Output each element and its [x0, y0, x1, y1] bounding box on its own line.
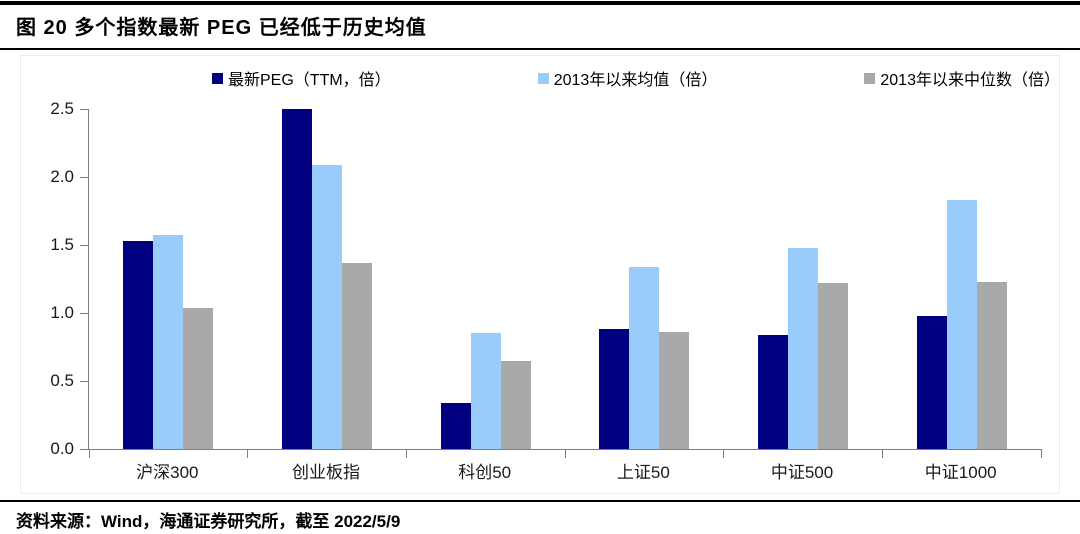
bar: [659, 332, 690, 449]
y-tick: [80, 448, 89, 450]
plot-area: [80, 108, 1042, 458]
category-label: 创业板指: [292, 463, 360, 482]
bar: [976, 281, 1007, 449]
legend-item: 最新PEG（TTM，倍）: [212, 66, 391, 90]
y-tick: [80, 380, 89, 382]
legend-marker-icon: [864, 72, 876, 84]
x-tick: [1040, 449, 1042, 458]
bar-group-上证50: [565, 109, 724, 449]
y-tick-label: 0.0: [50, 439, 74, 458]
legend-label: 2013年以来均值（倍）: [553, 72, 718, 89]
y-tick: [80, 176, 89, 178]
bar: [946, 200, 977, 449]
bar: [629, 266, 660, 449]
bar-groups: [89, 109, 1041, 449]
x-tick: [88, 449, 90, 458]
source-note: 资料来源：Wind，海通证券研究所，截至 2022/5/9: [16, 512, 401, 531]
x-axis-labels: 沪深300 创业板指 科创50 上证50 中证500 中证1000: [88, 458, 1040, 483]
category-label: 中证1000: [924, 463, 997, 482]
legend-item: 2013年以来中位数（倍）: [864, 66, 1060, 90]
bar: [183, 307, 214, 449]
y-tick-label: 2.5: [50, 99, 74, 118]
category-label: 科创50: [458, 463, 512, 482]
bar: [818, 283, 849, 449]
y-tick-label: 2.0: [50, 167, 74, 186]
legend: 最新PEG（TTM，倍） 2013年以来均值（倍） 2013年以来中位数（倍）: [212, 66, 1060, 90]
bar-group-中证500: [724, 109, 883, 449]
bar-group-创业板指: [248, 109, 407, 449]
y-tick: [80, 244, 89, 246]
x-tick: [723, 449, 725, 458]
bar: [470, 333, 501, 449]
bar-group-中证1000: [882, 109, 1041, 449]
x-tick: [881, 449, 883, 458]
bar: [342, 262, 372, 449]
bar-group-科创50: [406, 109, 565, 449]
bottom-rule: [0, 500, 1080, 502]
category-label: 沪深300: [136, 463, 199, 482]
legend-label: 2013年以来中位数（倍）: [880, 72, 1060, 89]
x-tick: [247, 449, 249, 458]
title-rule: [0, 48, 1080, 50]
bar: [758, 334, 789, 449]
bar: [500, 360, 531, 449]
legend-marker-icon: [537, 72, 549, 84]
y-tick-label: 0.5: [50, 371, 74, 390]
category-label: 中证500: [770, 463, 834, 482]
bar: [123, 240, 154, 449]
top-rule: [0, 1, 1080, 5]
bar: [440, 402, 471, 449]
bar: [153, 235, 184, 449]
y-tick-label: 1.0: [50, 303, 74, 322]
bar: [599, 329, 630, 449]
y-tick: [80, 108, 89, 110]
bar: [282, 109, 312, 449]
x-tick: [405, 449, 407, 458]
y-axis-labels: 0.0 0.5 1.0 1.5 2.0 2.5: [0, 100, 76, 458]
bar: [916, 315, 947, 449]
figure-title: 图 20 多个指数最新 PEG 已经低于历史均值: [16, 17, 427, 39]
bar-group-沪深300: [89, 109, 248, 449]
legend-item: 2013年以来均值（倍）: [537, 66, 718, 90]
bar: [788, 247, 819, 449]
legend-label: 最新PEG（TTM，倍）: [228, 72, 391, 89]
y-tick-label: 1.5: [50, 235, 74, 254]
category-label: 上证50: [616, 463, 670, 482]
x-tick: [564, 449, 566, 458]
bar: [312, 164, 342, 449]
y-tick: [80, 312, 89, 314]
legend-marker-icon: [212, 72, 223, 84]
